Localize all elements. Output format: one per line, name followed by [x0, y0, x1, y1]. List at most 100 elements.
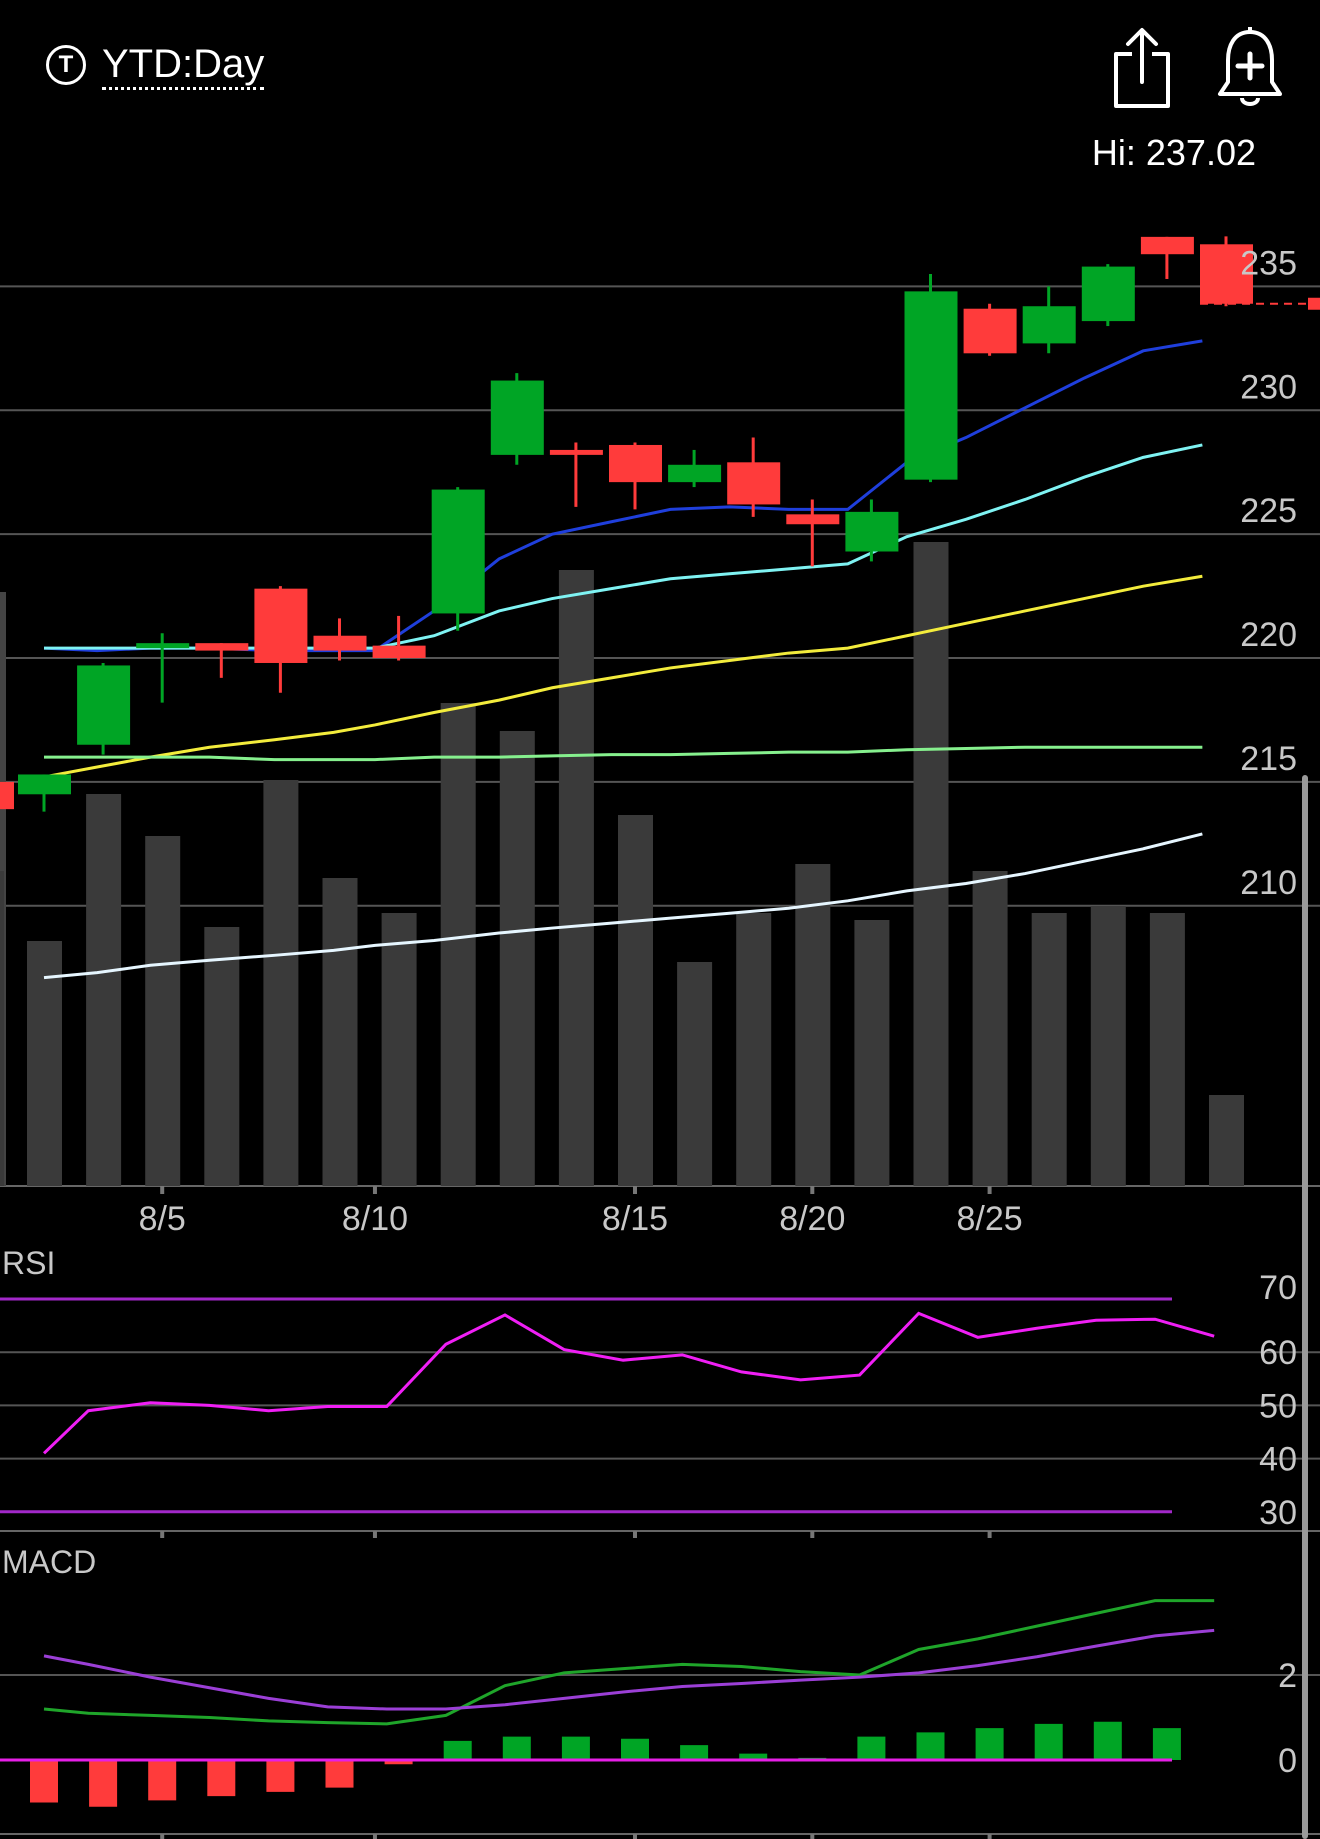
candle-down [254, 588, 308, 663]
volume-bar [27, 941, 62, 1186]
volume-bar [1149, 913, 1185, 1186]
macd-histogram-bar [384, 1760, 413, 1765]
macd-histogram-bar [561, 1736, 590, 1760]
price-tick-label: 215 [1240, 740, 1297, 778]
candle-down [0, 781, 14, 810]
volume-bar [795, 864, 831, 1186]
candle-up [490, 380, 544, 455]
range-label[interactable]: YTD:Day [102, 41, 265, 90]
macd-histogram-bar [148, 1760, 177, 1801]
macd-panel: MACD 2 0 [0, 1544, 1320, 1839]
candle-up [77, 665, 131, 745]
candle-up [668, 464, 722, 483]
vertical-scrollbar[interactable] [1302, 775, 1308, 1839]
macd-series-line [43, 1599, 1215, 1726]
macd-histogram-bar [739, 1753, 768, 1760]
macd-histogram-bar [621, 1738, 649, 1760]
macd-histogram-bar [30, 1760, 58, 1803]
macd-histogram-bar [680, 1745, 709, 1760]
volume-bar [381, 913, 417, 1186]
date-tick-label: 8/20 [779, 1200, 845, 1238]
moving-average-line [43, 832, 1203, 980]
range-selector-button[interactable]: T YTD:Day [46, 40, 265, 90]
volume-bar [86, 794, 122, 1186]
price-tick-label: 210 [1240, 864, 1297, 902]
volume-bar [263, 780, 299, 1186]
price-tick-label: 235 [1240, 244, 1297, 282]
candle-down [195, 643, 249, 651]
candle-down [1140, 236, 1194, 255]
macd-histogram-bar [1152, 1728, 1181, 1760]
date-tick-label: 8/10 [342, 1200, 408, 1238]
rsi-tick-label: 40 [1259, 1441, 1297, 1479]
volume-bar [736, 913, 772, 1186]
candle-up [845, 511, 899, 552]
volume-bar [1031, 913, 1067, 1186]
macd-histogram-bar [207, 1760, 236, 1797]
candle-up [1022, 306, 1076, 344]
macd-histogram-bar [916, 1732, 945, 1760]
ticker-t-icon: T [46, 45, 86, 85]
rsi-tick-label: 50 [1259, 1387, 1297, 1425]
candle-up [18, 774, 71, 795]
volume-bar [854, 920, 890, 1186]
rsi-line [42, 1311, 1215, 1455]
date-tick-label: 8/25 [957, 1200, 1023, 1238]
moving-average-line [44, 745, 1203, 762]
volume-bar [499, 731, 535, 1186]
volume-bar [322, 878, 358, 1186]
rsi-tick-label: 70 [1259, 1269, 1297, 1307]
macd-histogram-bar [1034, 1723, 1063, 1760]
volume-bar [618, 815, 653, 1186]
candle-down [963, 308, 1017, 354]
candle-up [1081, 266, 1135, 322]
candle-down [549, 449, 603, 455]
volume-bar [204, 927, 240, 1186]
date-axis: 8/5 8/10 8/15 8/20 8/25 [139, 1186, 1023, 1238]
candle-up [431, 489, 485, 614]
macd-histogram-bar [443, 1740, 472, 1760]
macd-histogram-bar [266, 1760, 295, 1792]
volume-bar [972, 871, 1008, 1186]
last-price-marker [1308, 297, 1320, 310]
candle-up [904, 291, 958, 480]
scrollbar[interactable] [1302, 775, 1308, 1839]
volume-bar [913, 542, 949, 1186]
price-tick-label: 225 [1240, 492, 1297, 530]
candle-down [609, 444, 662, 483]
price-axis: 235 230 225 220 215 210 [1240, 244, 1297, 901]
top-bar: T YTD:Day Hi: 237.02 [0, 0, 1320, 173]
macd-histogram-bar [502, 1736, 531, 1760]
candle-down [1200, 244, 1253, 304]
price-tick-label: 230 [1240, 368, 1297, 406]
candle-down [372, 645, 426, 659]
bell-plus-icon[interactable] [1216, 24, 1284, 108]
volume-bar [440, 703, 476, 1186]
volume-bars [0, 542, 1244, 1186]
macd-histogram-bar [325, 1760, 354, 1788]
date-tick-label: 8/5 [139, 1200, 186, 1238]
candle-down [786, 514, 840, 525]
price-tick-label: 220 [1240, 616, 1297, 654]
volume-bar [0, 871, 4, 1186]
rsi-panel: RSI 70 60 50 40 30 [0, 1245, 1320, 1538]
macd-histogram-bar [857, 1736, 886, 1760]
macd-histogram-bar [975, 1728, 1004, 1760]
volume-bar [558, 570, 594, 1186]
volume-bar [145, 836, 181, 1186]
volume-bar [677, 962, 713, 1186]
candlesticks[interactable] [0, 236, 1320, 812]
macd-histogram-bar [1093, 1721, 1122, 1760]
candle-up [136, 643, 190, 649]
rsi-title: RSI [2, 1245, 55, 1281]
macd-tick-label: 0 [1278, 1742, 1297, 1780]
volume-bar [1090, 906, 1126, 1186]
share-icon[interactable] [1110, 26, 1174, 110]
rsi-tick-label: 60 [1259, 1334, 1297, 1372]
rsi-tick-label: 30 [1259, 1494, 1297, 1532]
date-tick-label: 8/15 [602, 1200, 668, 1238]
macd-series-line [43, 1628, 1215, 1711]
high-price-label: Hi: 237.02 [1091, 132, 1256, 173]
macd-title: MACD [2, 1544, 96, 1580]
